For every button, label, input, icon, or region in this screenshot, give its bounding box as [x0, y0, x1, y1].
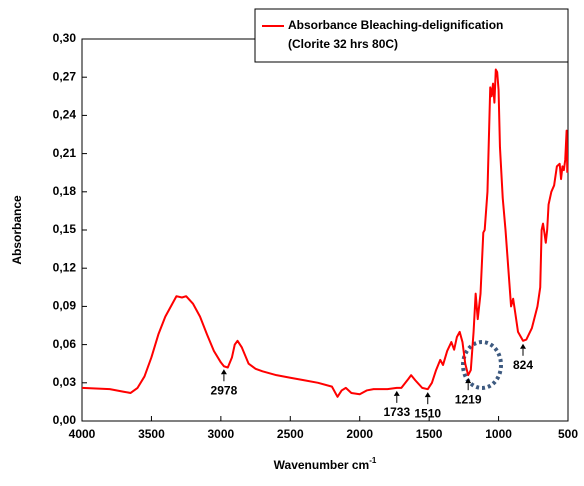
legend-note: (Clorite 32 hrs 80C) [288, 37, 398, 51]
highlight-circle [461, 340, 503, 390]
y-tick-label: 0,21 [53, 146, 77, 160]
x-axis-label: Wavenumber cm-1 [274, 456, 377, 472]
annotation-arrowhead [424, 392, 431, 398]
y-tick-label: 0,03 [53, 375, 77, 389]
y-tick-label: 0,12 [53, 260, 77, 274]
y-tick-label: 0,06 [53, 337, 77, 351]
x-tick-label: 4000 [69, 427, 96, 441]
x-tick-label: 1000 [485, 427, 512, 441]
annotation-label: 1510 [414, 406, 441, 420]
annotation-arrowhead [393, 390, 400, 396]
x-tick-label: 1500 [416, 427, 443, 441]
y-tick-label: 0,18 [53, 184, 77, 198]
annotation-arrowhead [520, 343, 527, 349]
x-axis-label-main: Wavenumber cm [274, 458, 370, 472]
annotation-label: 1733 [383, 405, 410, 419]
x-axis-label-sup: -1 [369, 456, 377, 465]
y-tick-label: 0,15 [53, 222, 77, 236]
x-tick-label: 2000 [346, 427, 373, 441]
annotation-label: 824 [513, 358, 533, 372]
annotation-arrowhead [220, 369, 227, 375]
y-tick-label: 0,27 [53, 69, 77, 83]
y-axis-label: Absorbance [10, 195, 24, 265]
y-tick-label: 0,30 [53, 31, 77, 45]
spectrum-line [81, 68, 569, 398]
annotation-label: 1219 [455, 392, 482, 406]
x-tick-label: 3000 [208, 427, 235, 441]
annotation-arrowhead [465, 378, 472, 384]
x-tick-label: 500 [558, 427, 578, 441]
x-tick-label: 2500 [277, 427, 304, 441]
y-tick-label: 0,00 [53, 413, 77, 427]
y-tick-label: 0,09 [53, 299, 77, 313]
annotation-label: 2978 [211, 383, 238, 397]
legend-box [254, 8, 569, 63]
legend-label: Absorbance Bleaching-delignification [288, 18, 503, 32]
y-tick-label: 0,24 [53, 108, 77, 122]
x-tick-label: 3500 [138, 427, 165, 441]
